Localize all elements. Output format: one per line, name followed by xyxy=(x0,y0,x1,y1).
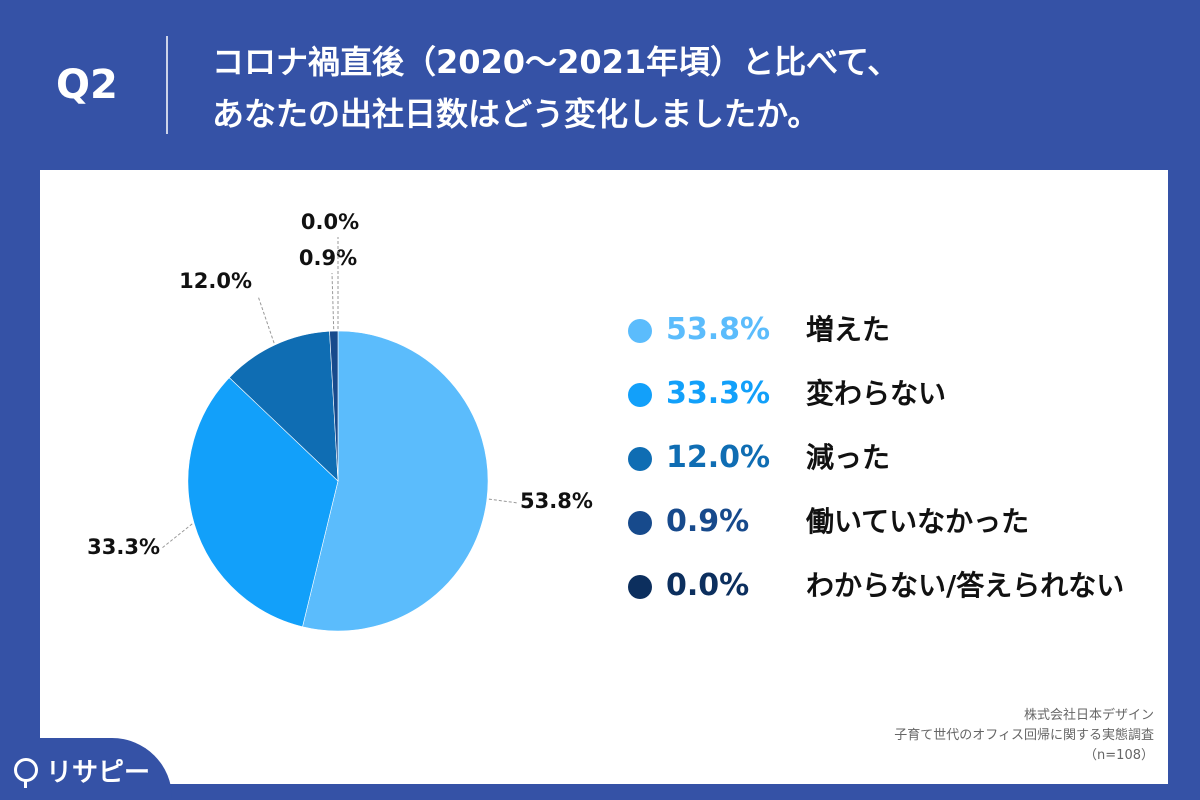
source-survey: 子育て世代のオフィス回帰に関する実態調査 xyxy=(894,728,1154,743)
pie-slice xyxy=(228,330,339,482)
header: Q2 コロナ禍直後（2020〜2021年頃）と比べて、 あなたの出社日数はどう変… xyxy=(0,0,1200,170)
legend-label: 働いていなかった xyxy=(806,505,1030,538)
legend-item: 12.0% 減った xyxy=(628,438,1168,478)
legend-value: 0.9% xyxy=(666,504,750,539)
legend-swatch xyxy=(628,319,652,343)
data-label: 0.9% xyxy=(299,246,357,270)
pie-slice xyxy=(329,330,339,482)
brand-logo: リサピー xyxy=(0,738,172,800)
leader-line xyxy=(161,523,193,549)
legend-swatch xyxy=(628,447,652,471)
source-sample-size: （n=108） xyxy=(1084,748,1154,763)
legend-swatch xyxy=(628,511,652,535)
legend-item: 0.9% 働いていなかった xyxy=(628,502,1168,542)
legend-value: 12.0% xyxy=(666,440,771,475)
legend-label: わからない/答えられない xyxy=(806,569,1125,602)
source-company: 株式会社日本デザイン xyxy=(1023,708,1154,723)
logo-text: リサピー xyxy=(46,758,151,788)
legend-item: 0.0% わからない/答えられない xyxy=(628,566,1168,606)
data-label: 12.0% xyxy=(179,269,252,293)
chart-panel: 53.8% 33.3% 12.0% 0.9% 0.0% 53.8% 増えた 33.3% … xyxy=(40,170,1168,784)
leader-line xyxy=(331,272,335,330)
header-divider xyxy=(166,36,168,134)
leader-line xyxy=(257,295,275,344)
legend-value: 53.8% xyxy=(666,312,771,347)
legend-item: 53.8% 増えた xyxy=(628,310,1168,350)
pie-slice xyxy=(302,330,489,632)
pie-slice xyxy=(187,377,339,628)
legend-label: 減った xyxy=(806,441,891,474)
pie-chart: 53.8% 33.3% 12.0% 0.9% 0.0% xyxy=(87,210,593,632)
data-label: 53.8% xyxy=(520,489,593,513)
question-title-line-2: あなたの出社日数はどう変化しましたか。 xyxy=(212,95,820,133)
legend-value: 0.0% xyxy=(666,568,750,603)
legend-swatch xyxy=(628,383,652,407)
question-title-line-1: コロナ禍直後（2020〜2021年頃）と比べて、 xyxy=(212,43,900,81)
leader-line xyxy=(488,498,519,504)
data-label: 0.0% xyxy=(301,210,359,234)
legend-label: 変わらない xyxy=(806,377,947,410)
data-label: 33.3% xyxy=(87,535,160,559)
question-title: コロナ禍直後（2020〜2021年頃）と比べて、 あなたの出社日数はどう変化しま… xyxy=(212,36,1172,140)
pin-icon xyxy=(14,758,38,788)
legend-item: 33.3% 変わらない xyxy=(628,374,1168,414)
legend-label: 増えた xyxy=(806,313,891,346)
legend-value: 33.3% xyxy=(666,376,771,411)
source-note: 株式会社日本デザイン 子育て世代のオフィス回帰に関する実態調査 （n=108） xyxy=(894,706,1154,766)
question-number: Q2 xyxy=(56,62,118,108)
legend-swatch xyxy=(628,575,652,599)
